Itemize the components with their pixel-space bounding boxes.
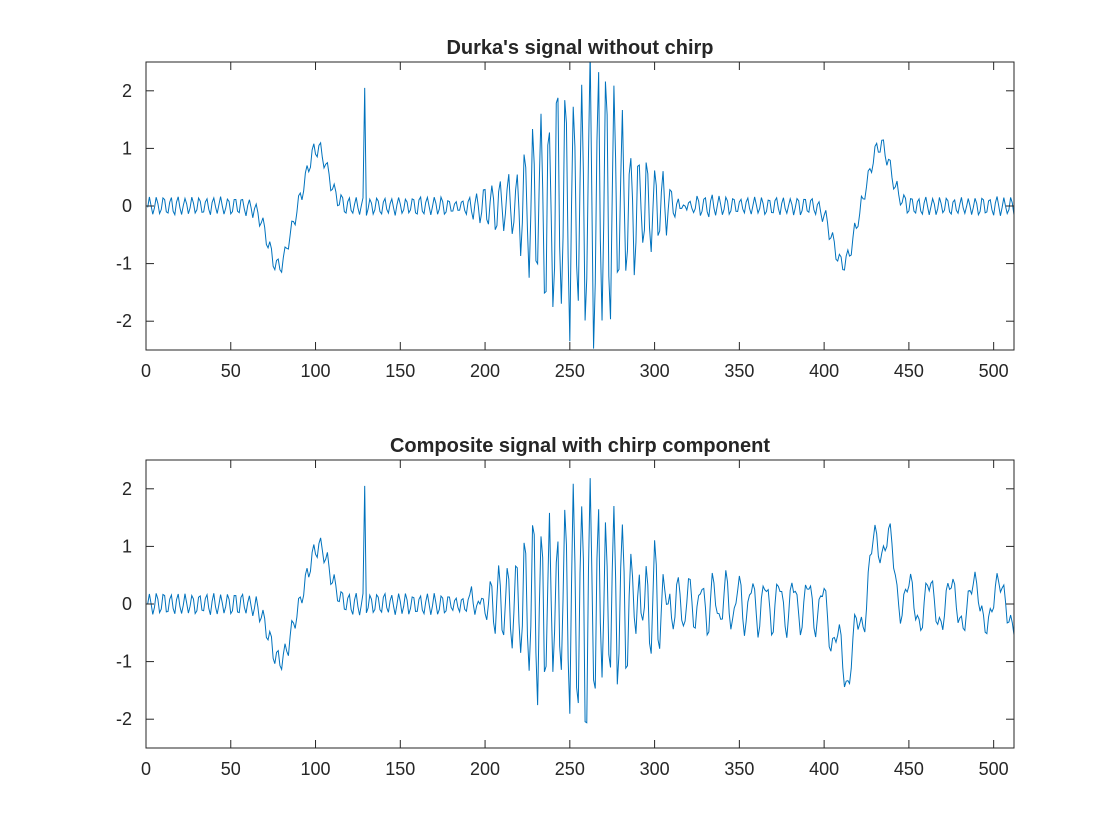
- top-xtick-label: 450: [894, 361, 924, 381]
- top-xtick-label: 350: [724, 361, 754, 381]
- bottom-xtick-label: 150: [385, 759, 415, 779]
- top-xtick-label: 0: [141, 361, 151, 381]
- bottom-ytick-label: 1: [122, 536, 132, 556]
- top-ytick-label: 0: [122, 196, 132, 216]
- bottom-series-line-0: [147, 478, 1014, 724]
- top-plot-area: 0 50 100 150 200 250 300 350 400 450 500 2 1 0 -1 -2: [116, 61, 1015, 381]
- top-xtick-label: 500: [979, 361, 1009, 381]
- bottom-ytick-label: -2: [116, 709, 132, 729]
- top-xtick-label: 150: [385, 361, 415, 381]
- bottom-xtick-label: 300: [640, 759, 670, 779]
- bottom-ytick-label: -1: [116, 652, 132, 672]
- top-xtick-label: 300: [640, 361, 670, 381]
- bottom-xtick-label: 200: [470, 759, 500, 779]
- top-ytick-label: -1: [116, 254, 132, 274]
- bottom-subplot: Composite signal with chirp component 0 5…: [116, 435, 1015, 779]
- bottom-xtick-label: 500: [979, 759, 1009, 779]
- top-series-line-0: [147, 62, 1014, 349]
- bottom-xtick-label: 250: [555, 759, 585, 779]
- bottom-xtick-label: 100: [301, 759, 331, 779]
- bottom-xtick-label: 50: [221, 759, 241, 779]
- top-ytick-label: 2: [122, 81, 132, 101]
- bottom-xtick-label: 350: [724, 759, 754, 779]
- bottom-chart-title: Composite signal with chirp component: [390, 435, 770, 457]
- bottom-xtick-label: 400: [809, 759, 839, 779]
- bottom-xtick-label: 450: [894, 759, 924, 779]
- bottom-xtick-label: 0: [141, 759, 151, 779]
- top-ytick-label: 1: [122, 138, 132, 158]
- top-chart-title: Durka's signal without chirp: [446, 37, 713, 59]
- top-xtick-label: 200: [470, 361, 500, 381]
- top-xtick-label: 250: [555, 361, 585, 381]
- bottom-ytick-label: 0: [122, 594, 132, 614]
- top-subplot: Durka's signal without chirp 0 50 100 150 20…: [116, 37, 1015, 381]
- bottom-ytick-label: 2: [122, 479, 132, 499]
- top-xtick-label: 100: [301, 361, 331, 381]
- top-xtick-label: 50: [221, 361, 241, 381]
- top-ytick-label: -2: [116, 311, 132, 331]
- bottom-plot-area: 0 50 100 150 200 250 300 350 400 450 500 2 1 0 -1 -2: [116, 459, 1015, 779]
- top-xtick-label: 400: [809, 361, 839, 381]
